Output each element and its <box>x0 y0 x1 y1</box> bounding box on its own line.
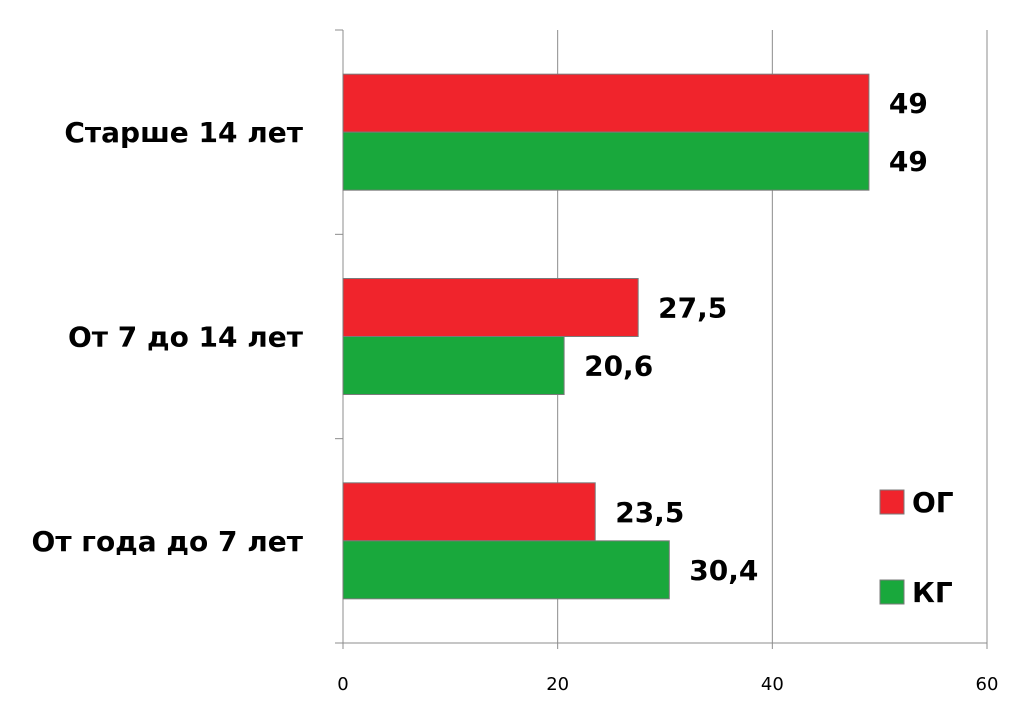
x-tick-label-60: 60 <box>976 674 999 695</box>
legend: ОГ КГ <box>879 486 954 609</box>
x-tick-label-20: 20 <box>546 674 569 695</box>
bar-og <box>342 73 870 133</box>
bar-og <box>342 278 639 337</box>
legend-label-og: ОГ <box>912 486 954 519</box>
bars <box>342 73 870 600</box>
data-label: 20,6 <box>584 350 653 383</box>
category-label: От 7 до 14 лет <box>68 321 304 354</box>
legend-label-kg: КГ <box>912 576 953 609</box>
category-label: Старше 14 лет <box>64 116 303 149</box>
legend-swatch-og <box>879 489 905 515</box>
bar-og <box>342 482 596 542</box>
legend-swatch-kg <box>879 579 905 605</box>
data-label: 27,5 <box>658 292 727 325</box>
data-label: 49 <box>889 145 928 178</box>
data-label: 30,4 <box>689 554 758 587</box>
bar-kg <box>342 336 565 395</box>
x-tick-label-0: 0 <box>337 674 348 695</box>
x-tick-label-40: 40 <box>761 674 784 695</box>
labels: 0 20 40 60 От года до 7 лет 23,530,4 От 7 до 1… <box>32 87 999 695</box>
data-label: 23,5 <box>615 496 684 529</box>
data-label: 49 <box>889 87 928 120</box>
category-label: От года до 7 лет <box>32 525 304 558</box>
bar-kg <box>342 131 870 191</box>
bar-kg <box>342 540 670 600</box>
